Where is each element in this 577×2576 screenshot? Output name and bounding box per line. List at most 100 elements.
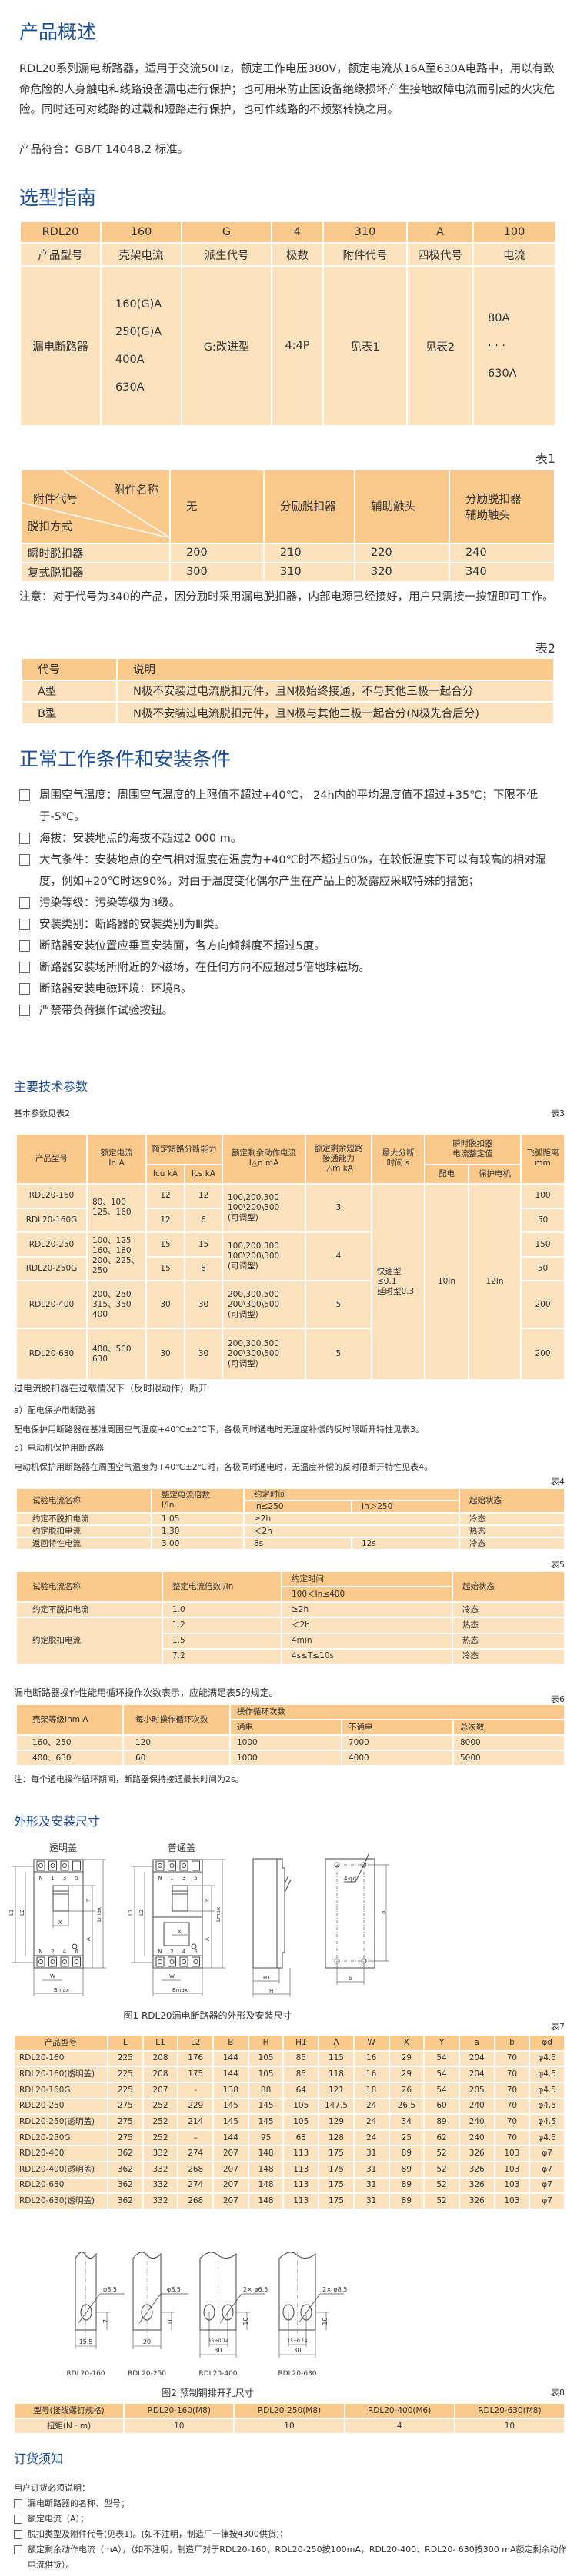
table-cell: 148 [247,2176,285,2195]
table-cell: 240 [458,2113,495,2131]
dim-a: a [380,1911,386,1914]
ordering-item: 额定剩余动作电流（mA），（如不注明，制造厂对于RDL20-160、RDL20-… [14,2542,568,2573]
column-header: W [352,2034,390,2052]
list-item-text: 大气条件：安装地点的空气相对湿度在温度为+40℃时不超过50%，在较低温度下可以… [39,854,547,888]
checkbox-bullet-icon [19,789,30,801]
table-row: 约定脱扣电流 1.30 ＜2h 热态 [15,1524,565,1538]
overcurrent-title: 过电流脱扣器在过载情况下（反时限动作）断开 [14,1383,208,1394]
table-cell: 62 [423,2129,460,2147]
dim-L1-normal: L1 [128,1910,134,1916]
terminal-icon [48,1956,57,1967]
dim-W-normal: W [169,1973,175,1979]
table-row: 约定不脱扣电流 1.05 ≥2h 冷态 [15,1512,565,1526]
distribution-protection-table: 试验电流名称 整定电流倍数I/In 约定时间 起始状态 100＜In≤400 约定不脱扣电… [15,1570,565,1666]
table-cell: 128 [318,2129,355,2147]
table-cell: 148 [247,2161,285,2179]
column-subheader: 100＜In≤400 [281,1586,453,1604]
table5-label: 表5 [551,1560,565,1570]
column-header: 代号 [21,657,118,681]
table-cell: B型 [21,701,118,725]
column-header: φd [529,2034,565,2052]
intro-paragraph: RDL20系列漏电断路器，适用于交流50Hz，额定工作电压380V，额定电流从1… [19,63,555,116]
table-cell: 30 [184,1280,223,1330]
column-header: 约定时间 [281,1570,453,1588]
condition-item: 周围空气温度：周围空气温度的上限值不超过+40℃， 24h内的平均温度值不超过+… [19,785,562,828]
table-cell: 10In [424,1182,469,1381]
table-cell: 26 [388,2081,425,2099]
table-cell: 15 [184,1231,223,1258]
column-subheader: Ics kA [184,1164,223,1185]
column-header: 操作循环次数 [228,1703,566,1720]
table-cell: 复式脱扣器 [20,561,171,583]
table-cell: 1000 [229,1734,342,1751]
section-title-ordering: 订货须知 [14,2451,64,2466]
table-cell: 100 [472,221,556,244]
table-cell: 5000 [452,1750,566,1767]
table-cell: 160、250 [15,1734,124,1751]
table-cell: 85 [282,2049,320,2068]
column-header: H1 [282,2034,320,2052]
model-cell: RDL20-250 [15,1231,88,1258]
model-cell: RDL20-630 [13,2176,108,2195]
copper-bar-RDL20-250 [132,2252,188,2349]
table-cell: 400、500 630 [86,1328,147,1381]
terminal-icon [155,1956,165,1967]
table-row: 400、630 60 1000 4000 5000 [15,1750,566,1767]
model-cell: RDL20-400(透明盖) [13,2161,108,2179]
table-cell: 5 [305,1328,372,1381]
checkbox-bullet-icon [19,919,30,930]
terminal-label: 5 [194,1875,197,1881]
table-cell: 252 [142,2097,179,2116]
table6-label: 表6 [551,1694,565,1704]
table-cell: 64 [282,2081,320,2099]
terminal-label: 4 [63,1949,67,1955]
table-cell: 332 [142,2192,179,2210]
model-cell: RDL20-160 [13,2049,108,2068]
bar-model-label: RDL20-630 [278,2370,316,2378]
table-cell: 207 [212,2176,249,2195]
table-row: RDL20-250G 275 252–144 95 63 128 24 25 62 240 70 φ4… [13,2129,565,2147]
table-cell: 326 [458,2176,495,2195]
copper-bar-RDL20-160 [75,2252,125,2349]
column-subheader: In≤250 [243,1500,352,1514]
bar-width-label: 15.5 [79,2338,93,2345]
terminal-label: 2 [51,1949,54,1955]
table-cell: 175 [318,2145,355,2162]
column-header: RDL20-400(M6) [343,2402,455,2419]
table-cell: ＜2h [281,1617,453,1634]
column-subheader: In＞250 [351,1500,460,1514]
condition-item: 断路器安装电磁环境：环境B。 [19,979,562,1000]
column-subheader: 通电 [229,1719,342,1736]
bar-width-label: 20 [143,2338,151,2345]
overcurrent-b-title: b）电动机保护用断路器 [14,1443,104,1453]
table-cell: 70 [493,2097,531,2116]
table6-intro: 漏电断路器操作性能用循环操作次数表示，应能满足表5的规定。 [14,1687,278,1698]
column-header: 额定电流 In A [86,1133,147,1185]
dim-L2: L2 [19,1910,25,1916]
table-cell: 148 [247,2145,285,2162]
selection-values-row: 漏电断路器 160(G)A 250(G)A 400A 630A G:改进型 4:4P 见… [19,265,556,427]
column-header: b [493,2034,531,2052]
list-item-text: 海拔：安装地点的海拔不超过2 000 m。 [39,833,242,845]
table-cell: 207 [212,2192,249,2210]
table-cell: 1.5 [162,1632,282,1650]
terminal-label: 2 [170,1949,173,1955]
table-cell: 207 [212,2145,249,2162]
dim-Bmax: Bmax [54,1987,69,1993]
table-cell: 约定脱扣电流 [15,1617,163,1665]
column-header: H [247,2034,285,2052]
table-cell: 176 [177,2049,215,2068]
hole-height-label: 10 [167,2317,174,2325]
terminal-label: 3 [182,1875,185,1881]
column-subheader: 保护电机 [468,1164,522,1185]
table-cell: 100,200,300 100\200\300 (可调型) [222,1231,306,1282]
dim-L1: L1 [8,1910,15,1916]
figure1-caption: 图1 RDL20漏电断路器的外形及安装尺寸 [123,2010,292,2021]
table4-label: 表4 [551,1477,565,1487]
operation-cycles-table: 壳架等级Inm A 每小时操作循环次数 操作循环次数 通电 不通电 总次数 160、250 1… [15,1703,566,1767]
back-view [325,1858,375,1969]
table-cell: 160(G)A 250(G)A 400A 630A [100,265,182,427]
checkbox-bullet-icon [19,962,30,973]
table-cell: φ7 [529,2145,565,2162]
ordering-intro: 用户订货必须说明： [14,2483,90,2493]
